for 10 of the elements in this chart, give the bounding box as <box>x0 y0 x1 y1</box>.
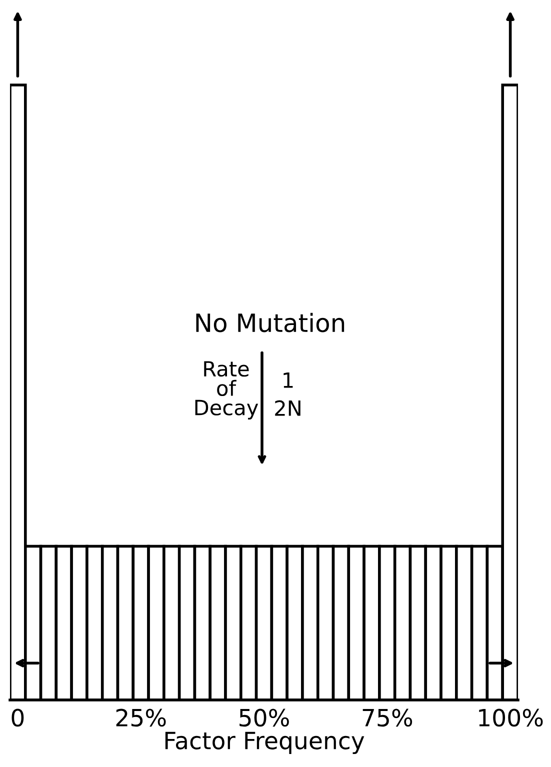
x-tick-label: 100% <box>479 708 543 727</box>
x-tick-label: 25% <box>116 708 166 727</box>
x-tick-label: 0 <box>12 708 24 727</box>
annotation: Rate of Decay <box>195 361 258 420</box>
annotation: 2N <box>275 400 300 416</box>
x-tick-label: 50% <box>240 708 289 727</box>
annotation: 1 <box>284 372 293 388</box>
x-tick-label: 75% <box>362 708 412 727</box>
annotation: No Mutation <box>196 312 344 332</box>
x-axis-title: Factor Frequency <box>165 732 364 754</box>
